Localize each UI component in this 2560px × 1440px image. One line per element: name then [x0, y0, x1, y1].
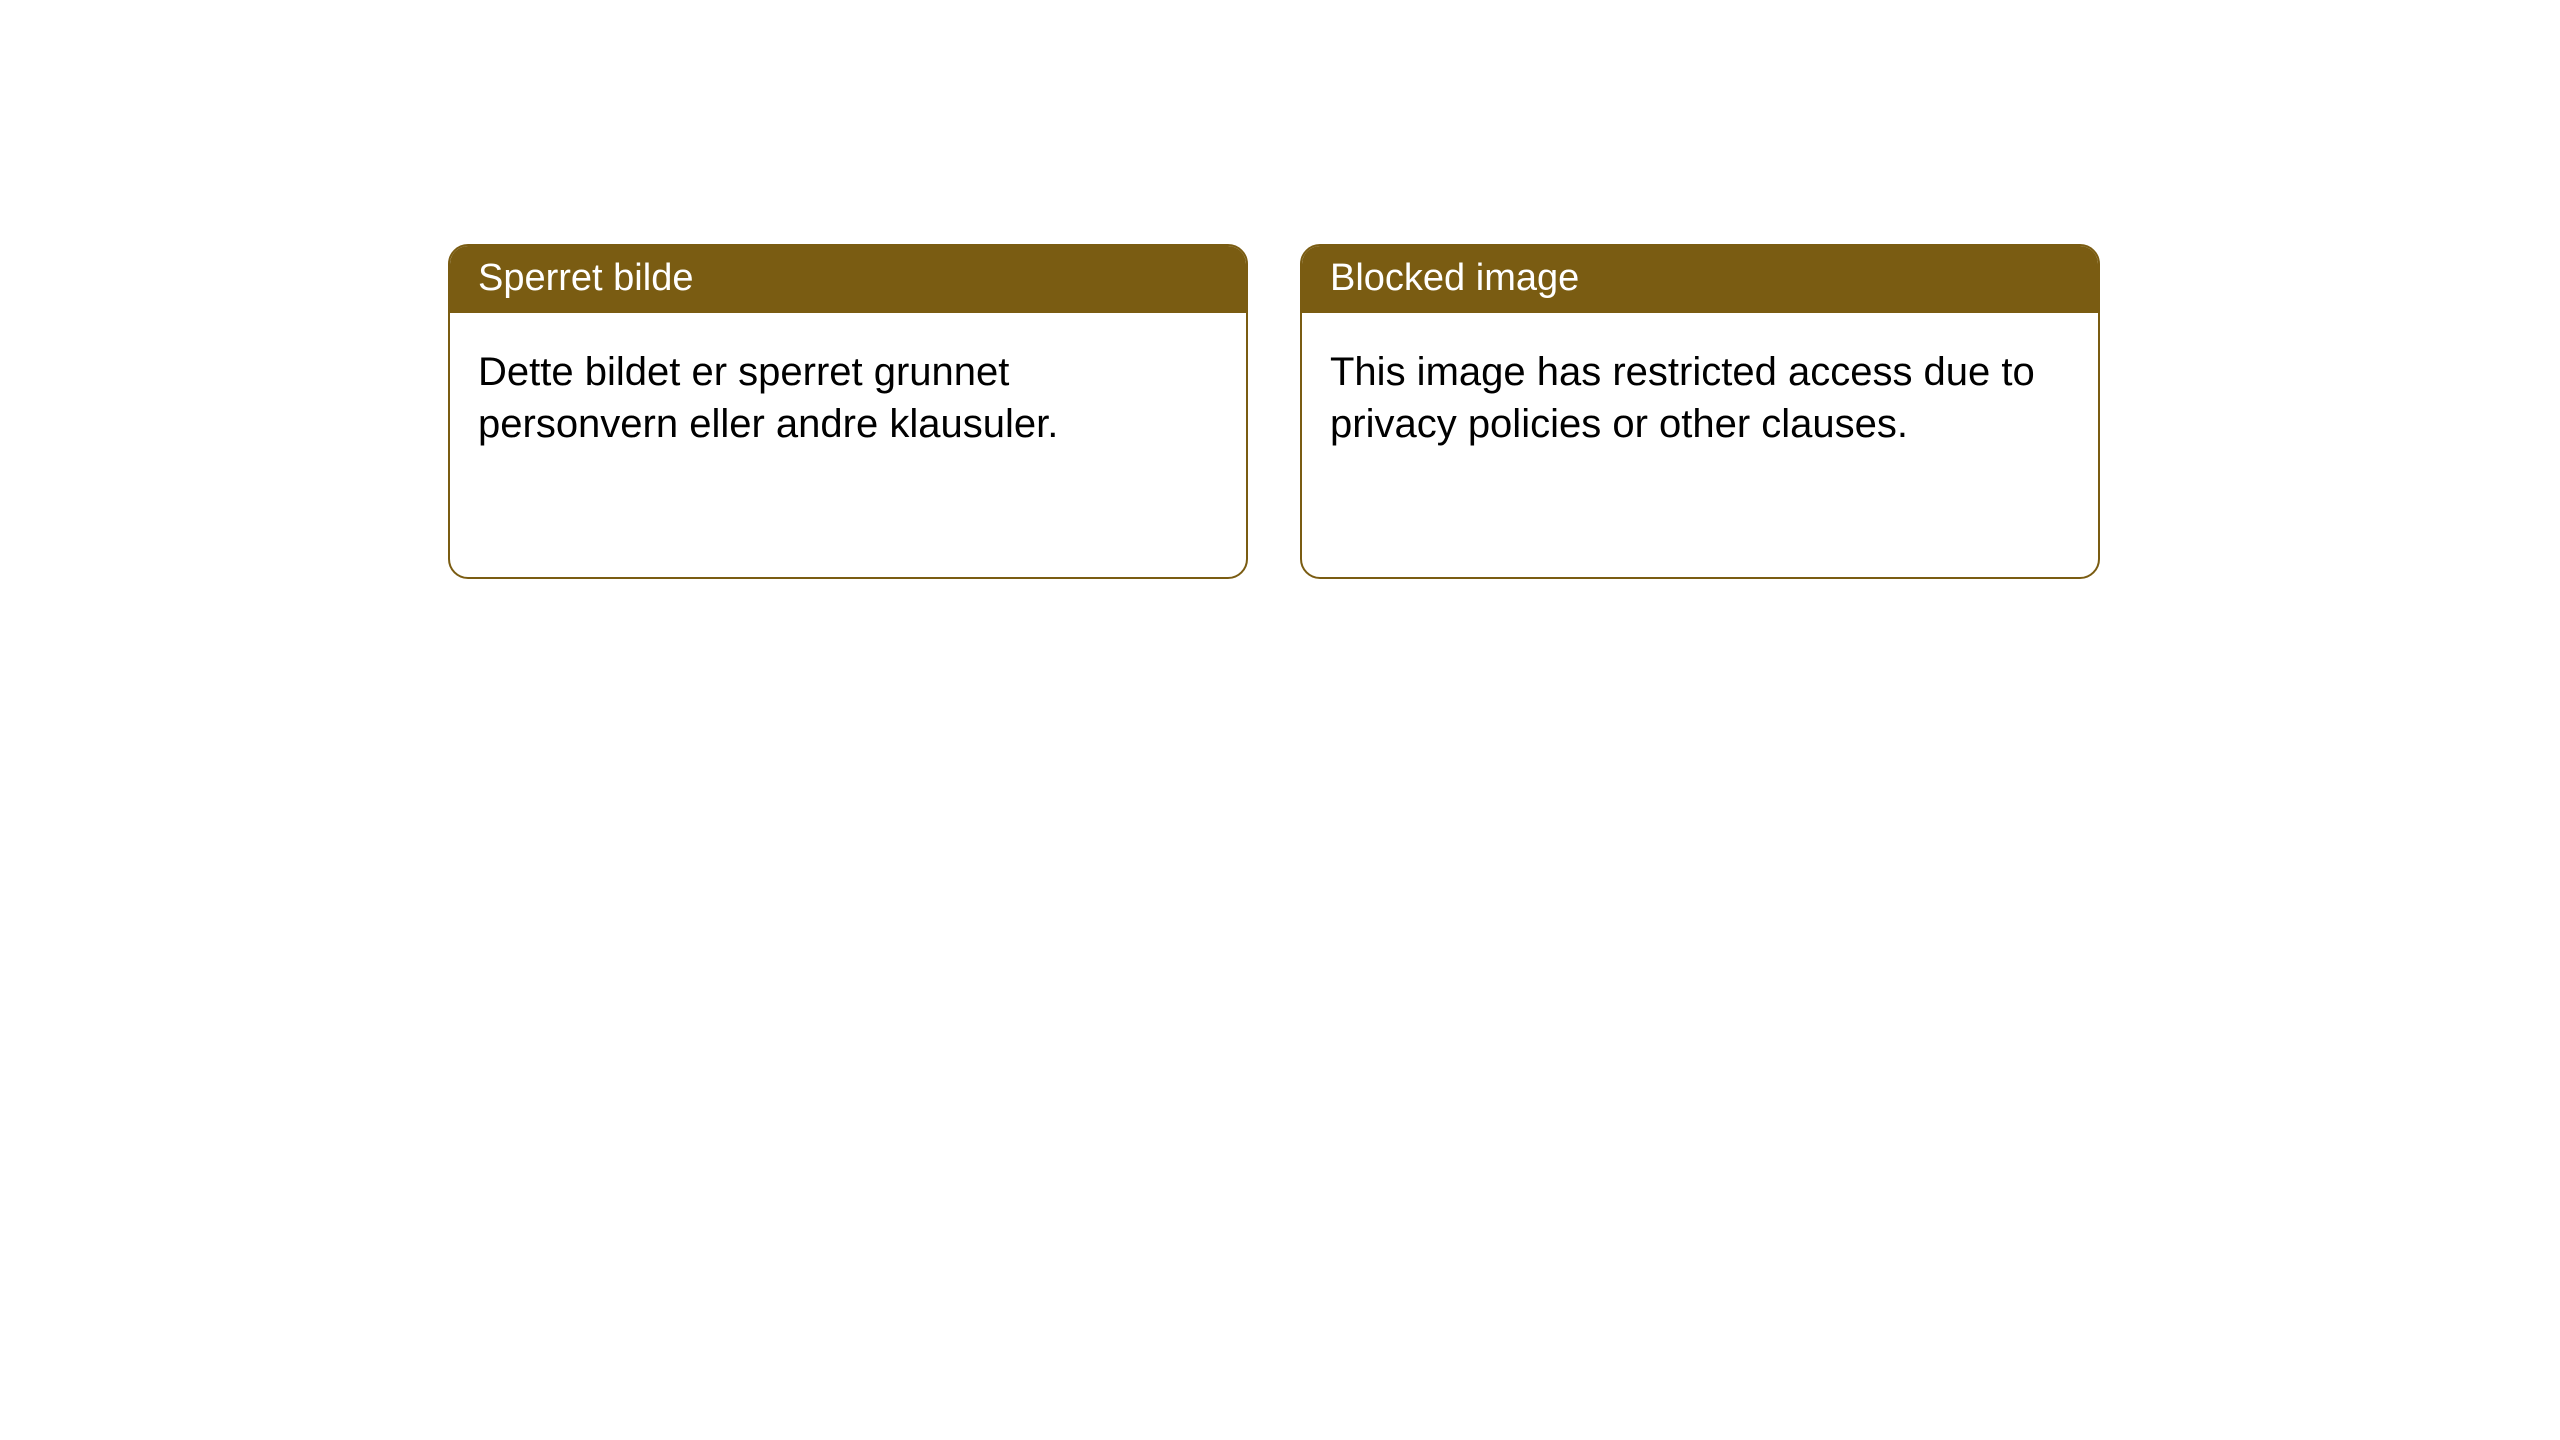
notice-container: Sperret bilde Dette bildet er sperret gr… [0, 0, 2560, 579]
card-title: Blocked image [1302, 246, 2098, 313]
card-body: Dette bildet er sperret grunnet personve… [450, 313, 1246, 577]
card-title: Sperret bilde [450, 246, 1246, 313]
card-body: This image has restricted access due to … [1302, 313, 2098, 577]
blocked-image-card-no: Sperret bilde Dette bildet er sperret gr… [448, 244, 1248, 579]
blocked-image-card-en: Blocked image This image has restricted … [1300, 244, 2100, 579]
